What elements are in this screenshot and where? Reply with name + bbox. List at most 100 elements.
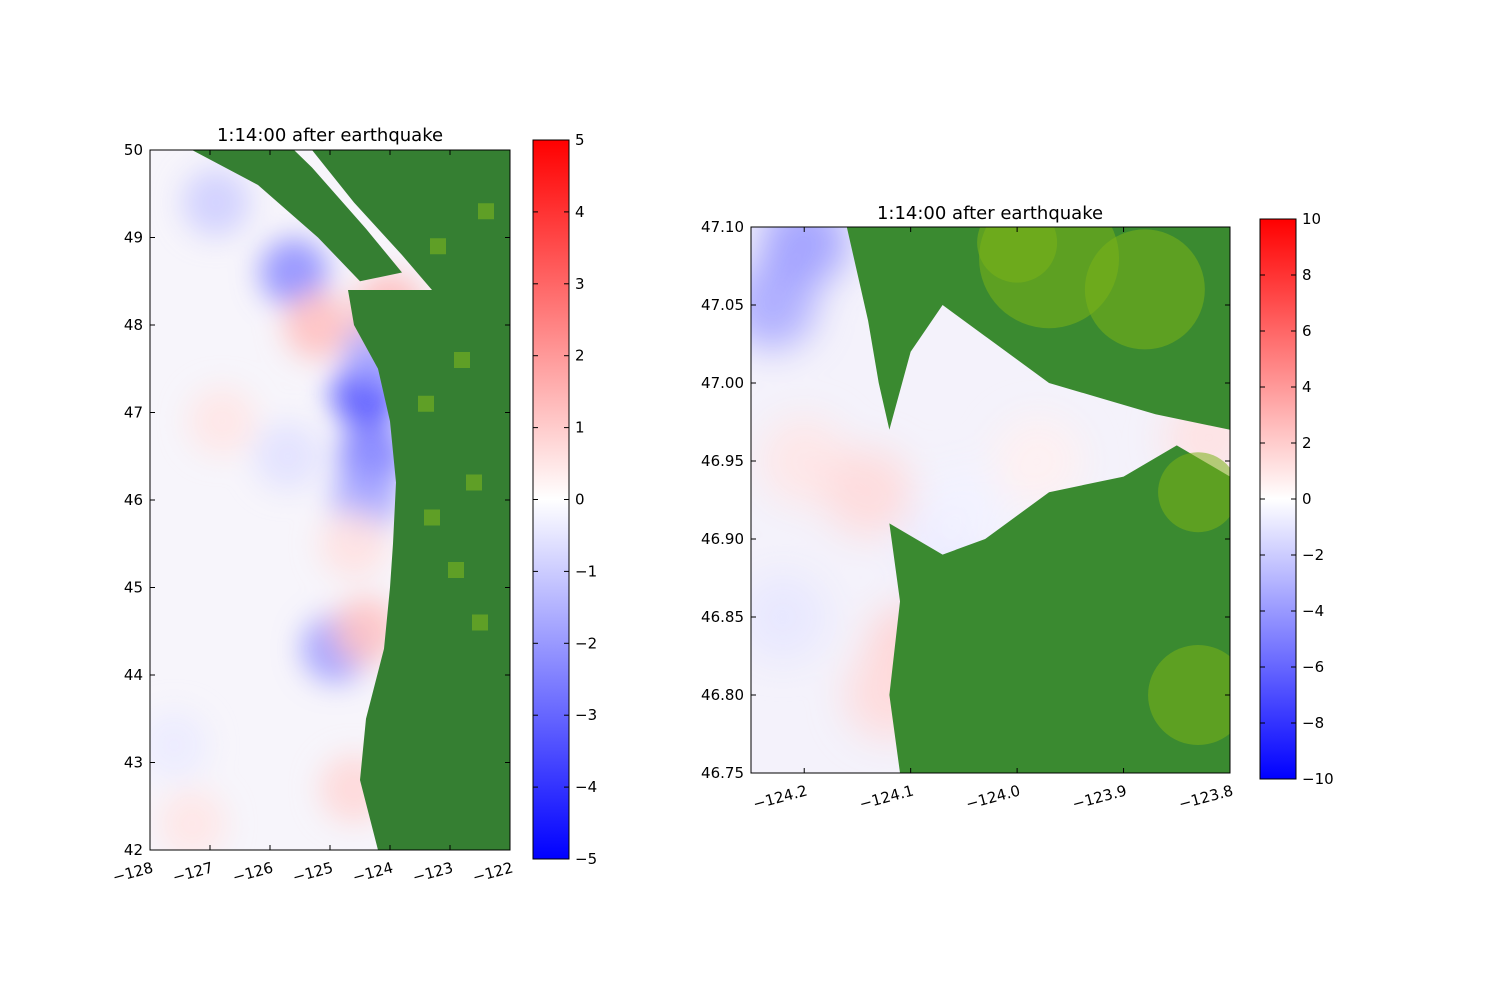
left-map-highland-layer xyxy=(418,203,494,631)
left-map-anomaly-10 xyxy=(188,387,256,456)
left-map-x-tick-label: −124 xyxy=(351,858,395,886)
left-map-island xyxy=(192,150,402,282)
right-map-y-tick-label: 46.85 xyxy=(701,608,744,626)
right-map-x-tick-label: −124.2 xyxy=(751,781,809,813)
left-map-x-tick-label: −126 xyxy=(231,858,275,886)
left-colorbar-tick-label: 2 xyxy=(575,347,585,365)
left-colorbar-tick-label: −2 xyxy=(575,634,597,652)
right-map-anomaly-layer xyxy=(751,227,1230,739)
left-map-y-tick-label: 42 xyxy=(124,841,143,859)
left-map-y-tick-label: 49 xyxy=(124,229,143,247)
right-map-title: 1:14:00 after earthquake xyxy=(877,203,1103,224)
left-colorbar-tick-label: 0 xyxy=(575,491,585,509)
right-map-anomaly-3 xyxy=(824,448,913,537)
right-colorbar-tick-label: 0 xyxy=(1302,490,1312,508)
left-map-y-tick-label: 44 xyxy=(124,666,143,684)
left-map-title: 1:14:00 after earthquake xyxy=(217,125,443,146)
left-map-highland-5 xyxy=(448,562,464,578)
left-colorbar-tick-label: 4 xyxy=(575,203,585,221)
right-map-y-tick-label: 46.80 xyxy=(701,686,744,704)
left-colorbar-tick-label: −5 xyxy=(575,850,597,868)
left-map-y-axis: 42 43 44 45 46 47 48 49 50 xyxy=(124,141,510,859)
right-colorbar-tick-label: 6 xyxy=(1302,322,1312,340)
right-map-anomaly-1 xyxy=(760,227,849,287)
left-map-anomaly-12 xyxy=(332,597,400,666)
left-map-y-tick-label: 48 xyxy=(124,316,143,334)
right-colorbar-tick-label: −2 xyxy=(1302,546,1324,564)
left-map-highland-3 xyxy=(418,395,434,412)
right-map-anomaly-10 xyxy=(751,573,827,661)
left-map-highland-0 xyxy=(430,238,446,255)
left-map-y-tick-label: 47 xyxy=(124,404,143,422)
left-map-highland-1 xyxy=(478,203,494,220)
left-map-highland-6 xyxy=(472,614,488,631)
left-map-anomaly-layer xyxy=(150,168,424,850)
right-colorbar-ticks: −10 −8 −6 −4 −2 0 2 4 6 8 10 xyxy=(1260,210,1334,788)
left-map-highland-2 xyxy=(454,352,470,368)
right-map-y-tick-label: 46.90 xyxy=(701,530,744,548)
left-map-y-tick-label: 46 xyxy=(124,491,143,509)
right-colorbar-tick-label: 2 xyxy=(1302,434,1312,452)
right-colorbar-tick-label: 8 xyxy=(1302,266,1312,284)
left-colorbar-gradient xyxy=(532,139,570,860)
left-colorbar-tick-label: −4 xyxy=(575,778,597,796)
right-map-highland-3 xyxy=(1148,645,1230,745)
right-map-frame xyxy=(750,226,1231,774)
right-map-panel: 1:14:00 after earthquake −124.2 −124.1 −12… xyxy=(701,203,1235,813)
right-map-y-tick-label: 47.10 xyxy=(701,218,744,236)
left-map-anomaly-8 xyxy=(284,291,352,359)
right-colorbar-tick-label: −10 xyxy=(1302,770,1334,788)
right-map-anomaly-11 xyxy=(919,463,1008,552)
left-map-x-tick-label: −123 xyxy=(411,858,455,886)
left-colorbar-tick-label: −3 xyxy=(575,706,597,724)
right-map-plot-area xyxy=(751,227,1230,773)
left-map-anomaly-14 xyxy=(158,789,226,850)
right-map-highland-layer xyxy=(977,227,1230,745)
right-colorbar-tick-label: 10 xyxy=(1302,210,1321,228)
right-colorbar-tick-label: −4 xyxy=(1302,602,1324,620)
left-map-x-tick-label: −127 xyxy=(171,858,215,886)
left-colorbar-ticks: −5 −4 −3 −2 −1 0 1 2 3 4 5 xyxy=(533,131,597,868)
left-map-anomaly-7 xyxy=(182,168,250,237)
left-map-highland-7 xyxy=(424,509,440,526)
left-colorbar: −5 −4 −3 −2 −1 0 1 2 3 4 5 xyxy=(532,131,597,868)
left-map-y-tick-label: 45 xyxy=(124,579,143,597)
right-map-x-tick-label: −124.1 xyxy=(857,781,915,813)
right-map-x-tick-label: −123.8 xyxy=(1177,781,1235,813)
right-colorbar-tick-label: −6 xyxy=(1302,658,1324,676)
left-map-x-tick-label: −125 xyxy=(291,858,335,886)
left-map-highland-4 xyxy=(466,474,482,491)
right-map-highland-4 xyxy=(977,227,1058,283)
right-colorbar-gradient xyxy=(1259,218,1297,780)
left-map-x-tick-label: −128 xyxy=(111,858,155,886)
right-map-x-tick-label: −123.9 xyxy=(1070,781,1128,813)
left-map-anomaly-15 xyxy=(150,711,208,779)
right-map-y-tick-label: 46.75 xyxy=(701,764,744,782)
left-colorbar-tick-label: 5 xyxy=(575,131,585,149)
left-map-plot-area xyxy=(150,150,510,850)
left-colorbar-tick-label: −1 xyxy=(575,562,597,580)
right-map-anomaly-8 xyxy=(994,417,1083,505)
right-map-highland-2 xyxy=(1158,452,1230,533)
left-map-y-tick-label: 43 xyxy=(124,754,143,772)
right-colorbar-tick-label: −8 xyxy=(1302,714,1324,732)
right-colorbar-tick-label: 4 xyxy=(1302,378,1312,396)
right-map-land-south xyxy=(889,445,1230,773)
right-map-x-tick-label: −124.0 xyxy=(964,781,1022,813)
right-map-y-axis: 46.75 46.80 46.85 46.90 46.95 47.00 47.05 47.10 xyxy=(701,218,1230,782)
left-map-anomaly-0 xyxy=(260,238,328,307)
left-map-anomaly-6 xyxy=(254,422,322,491)
right-map-highland-1 xyxy=(1084,229,1205,350)
left-map-land xyxy=(312,150,510,850)
left-map-y-tick-label: 50 xyxy=(124,141,143,159)
left-map-x-tick-label: −122 xyxy=(471,858,515,886)
right-colorbar: −10 −8 −6 −4 −2 0 2 4 6 8 10 xyxy=(1259,210,1334,788)
right-map-y-tick-label: 47.00 xyxy=(701,374,744,392)
left-map-panel: 1:14:00 after earthquake −128 −127 −126 −12… xyxy=(111,125,515,887)
left-map-anomaly-11 xyxy=(320,509,388,578)
left-colorbar-tick-label: 3 xyxy=(575,275,585,293)
right-map-y-tick-label: 46.95 xyxy=(701,452,744,470)
left-colorbar-tick-label: 1 xyxy=(575,419,585,437)
right-map-y-tick-label: 47.05 xyxy=(701,296,744,314)
